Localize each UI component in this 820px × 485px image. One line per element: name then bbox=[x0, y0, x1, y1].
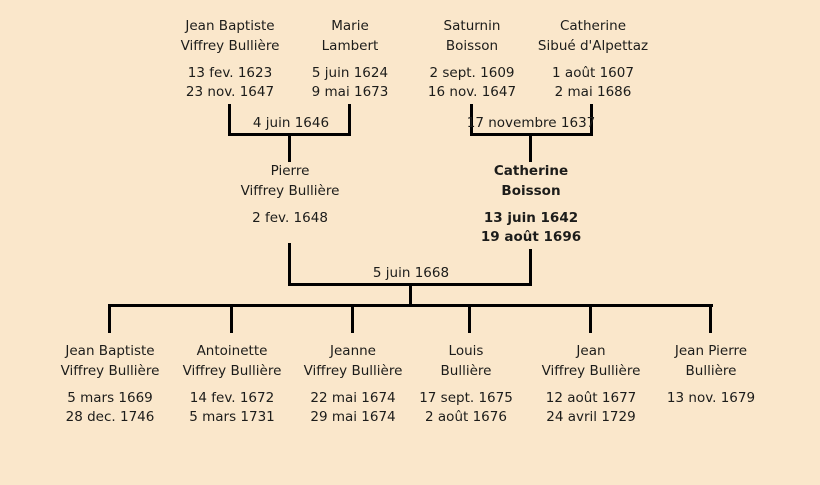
connector-line-vertical bbox=[590, 104, 593, 136]
person-name-line: Saturnin bbox=[443, 18, 501, 34]
person-gen1-jean-baptiste-viffrey-bulliere: Jean Baptiste Viffrey Bullière 13 fev. 1… bbox=[181, 16, 280, 102]
marriage-date-label: 5 juin 1668 bbox=[372, 265, 450, 281]
person-name-line: Viffrey Bullière bbox=[180, 38, 280, 54]
connector-line-vertical bbox=[529, 249, 532, 286]
person-gen3-jeanne-viffrey-bulliere: Jeanne Viffrey Bullière 22 mai 1674 29 m… bbox=[304, 341, 403, 427]
sibling-bus-line bbox=[108, 304, 713, 307]
person-name-line: Bullière bbox=[685, 363, 737, 379]
marriage-bracket-line bbox=[288, 283, 532, 286]
birth-date: 13 nov. 1679 bbox=[666, 390, 756, 406]
connector-line-vertical bbox=[470, 104, 473, 136]
person-gen1-saturnin-boisson: Saturnin Boisson 2 sept. 1609 16 nov. 16… bbox=[428, 16, 516, 102]
birth-date: 2 fev. 1648 bbox=[252, 210, 328, 226]
birth-date: 2 sept. 1609 bbox=[429, 65, 515, 81]
connector-line-vertical bbox=[709, 307, 712, 333]
marriage-bracket-line bbox=[470, 133, 593, 136]
marriage-bracket-line bbox=[228, 133, 351, 136]
person-name-line: Pierre bbox=[270, 163, 310, 179]
connector-line-vertical bbox=[409, 286, 412, 307]
person-name-line: Viffrey Bullière bbox=[240, 183, 340, 199]
connector-line-vertical bbox=[351, 307, 354, 333]
connector-line-vertical bbox=[589, 307, 592, 333]
person-name-line: Louis bbox=[448, 343, 484, 359]
birth-date: 13 fev. 1623 bbox=[187, 65, 273, 81]
person-name-line: Bullière bbox=[440, 363, 492, 379]
person-gen3-jean-viffrey-bulliere: Jean Viffrey Bullière 12 août 1677 24 av… bbox=[542, 341, 641, 427]
person-name-line: Jean Baptiste bbox=[65, 343, 155, 359]
death-date: 23 nov. 1647 bbox=[185, 84, 275, 100]
person-name-line: Jean Pierre bbox=[674, 343, 748, 359]
birth-date: 5 mars 1669 bbox=[67, 390, 153, 406]
death-date: 29 mai 1674 bbox=[310, 409, 396, 425]
person-name-line: Viffrey Bullière bbox=[303, 363, 403, 379]
person-name-line: Boisson bbox=[445, 38, 499, 54]
person-name-line: Jean Baptiste bbox=[185, 18, 275, 34]
death-date: 5 mars 1731 bbox=[189, 409, 275, 425]
person-name-line: Lambert bbox=[321, 38, 379, 54]
person-gen2-catherine-boisson: Catherine Boisson 13 juin 1642 19 août 1… bbox=[481, 161, 581, 247]
person-gen3-jean-baptiste-viffrey-bulliere: Jean Baptiste Viffrey Bullière 5 mars 16… bbox=[61, 341, 160, 427]
connector-line-vertical bbox=[468, 307, 471, 333]
death-date: 16 nov. 1647 bbox=[427, 84, 517, 100]
death-date: 19 août 1696 bbox=[480, 229, 582, 245]
person-name-line: Viffrey Bullière bbox=[60, 363, 160, 379]
person-name-line: Boisson bbox=[501, 183, 561, 199]
birth-date: 13 juin 1642 bbox=[483, 210, 579, 226]
marriage-date-label: 17 novembre 1637 bbox=[466, 115, 596, 131]
person-name-line: Sibué d'Alpettaz bbox=[537, 38, 649, 54]
connector-line-vertical bbox=[529, 136, 532, 162]
connector-line-vertical bbox=[348, 104, 351, 136]
birth-date: 1 août 1607 bbox=[552, 65, 634, 81]
person-name-line: Jean bbox=[576, 343, 606, 359]
death-date: 2 août 1676 bbox=[425, 409, 507, 425]
person-name-line: Catherine bbox=[559, 18, 627, 34]
person-name-line: Jeanne bbox=[330, 343, 376, 359]
connector-line-vertical bbox=[230, 307, 233, 333]
person-gen3-louis-bulliere: Louis Bullière 17 sept. 1675 2 août 1676 bbox=[419, 341, 513, 427]
marriage-date-label: 4 juin 1646 bbox=[252, 115, 330, 131]
connector-line-vertical bbox=[108, 307, 111, 333]
person-name-line: Catherine bbox=[493, 163, 569, 179]
birth-date: 5 juin 1624 bbox=[311, 65, 389, 81]
person-name-line: Marie bbox=[331, 18, 369, 34]
person-gen1-catherine-sibue-dalpettaz: Catherine Sibué d'Alpettaz 1 août 1607 2… bbox=[538, 16, 648, 102]
person-gen2-pierre-viffrey-bulliere: Pierre Viffrey Bullière 2 fev. 1648 bbox=[241, 161, 340, 228]
person-gen3-antoinette-viffrey-bulliere: Antoinette Viffrey Bullière 14 fev. 1672… bbox=[183, 341, 282, 427]
person-name-line: Viffrey Bullière bbox=[182, 363, 282, 379]
person-gen1-marie-lambert: Marie Lambert 5 juin 1624 9 mai 1673 bbox=[312, 16, 389, 102]
birth-date: 12 août 1677 bbox=[545, 390, 637, 406]
birth-date: 22 mai 1674 bbox=[310, 390, 396, 406]
connector-line-vertical bbox=[288, 136, 291, 162]
death-date: 2 mai 1686 bbox=[554, 84, 632, 100]
birth-date: 17 sept. 1675 bbox=[419, 390, 513, 406]
person-name-line: Antoinette bbox=[196, 343, 268, 359]
death-date: 9 mai 1673 bbox=[311, 84, 389, 100]
person-name-line: Viffrey Bullière bbox=[541, 363, 641, 379]
connector-line-vertical bbox=[288, 243, 291, 286]
death-date: 24 avril 1729 bbox=[546, 409, 636, 425]
person-gen3-jean-pierre-bulliere: Jean Pierre Bullière 13 nov. 1679 bbox=[667, 341, 755, 408]
connector-line-vertical bbox=[228, 104, 231, 136]
death-date: 28 dec. 1746 bbox=[65, 409, 155, 425]
birth-date: 14 fev. 1672 bbox=[189, 390, 275, 406]
